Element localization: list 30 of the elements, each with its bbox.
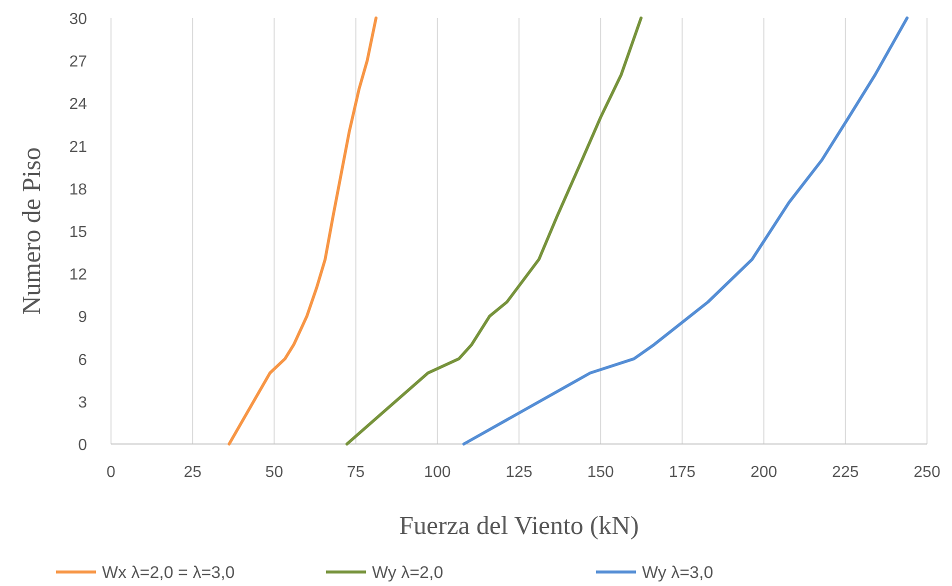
y-tick-label: 15 xyxy=(69,224,88,241)
x-tick-label: 200 xyxy=(750,464,778,481)
x-tick-label: 225 xyxy=(832,464,859,481)
x-tick-label: 250 xyxy=(914,464,940,481)
y-tick-label: 24 xyxy=(69,96,88,114)
y-tick-label: 9 xyxy=(78,309,88,326)
y-tick-label: 6 xyxy=(78,352,88,369)
line-series xyxy=(462,16,909,446)
x-tick-label: 175 xyxy=(668,464,696,481)
line-series xyxy=(345,16,643,446)
x-tick-label: 125 xyxy=(506,464,532,481)
legend-label: Wy λ=2,0 xyxy=(372,563,444,582)
x-tick-label: 75 xyxy=(346,464,365,481)
legend-label: Wx λ=2,0 = λ=3,0 xyxy=(102,563,235,582)
line-series xyxy=(228,16,378,446)
y-tick-label: 0 xyxy=(78,437,88,454)
x-tick-label: 100 xyxy=(424,464,451,481)
y-tick-label: 18 xyxy=(69,181,88,198)
legend-label: Wy λ=3,0 xyxy=(642,563,714,582)
y-axis-title: Numero de Piso xyxy=(17,147,46,315)
x-tick-label: 50 xyxy=(265,464,284,481)
y-tick-label: 12 xyxy=(69,266,88,284)
x-tick-label: 0 xyxy=(106,464,116,481)
y-tick-label: 30 xyxy=(69,11,88,28)
x-tick-label: 25 xyxy=(184,464,202,481)
x-tick-label: 150 xyxy=(587,464,614,481)
y-tick-label: 27 xyxy=(69,54,88,71)
x-axis-title: Fuerza del Viento (kN) xyxy=(399,511,639,540)
y-tick-label: 3 xyxy=(78,394,88,412)
y-tick-label: 21 xyxy=(69,138,88,156)
